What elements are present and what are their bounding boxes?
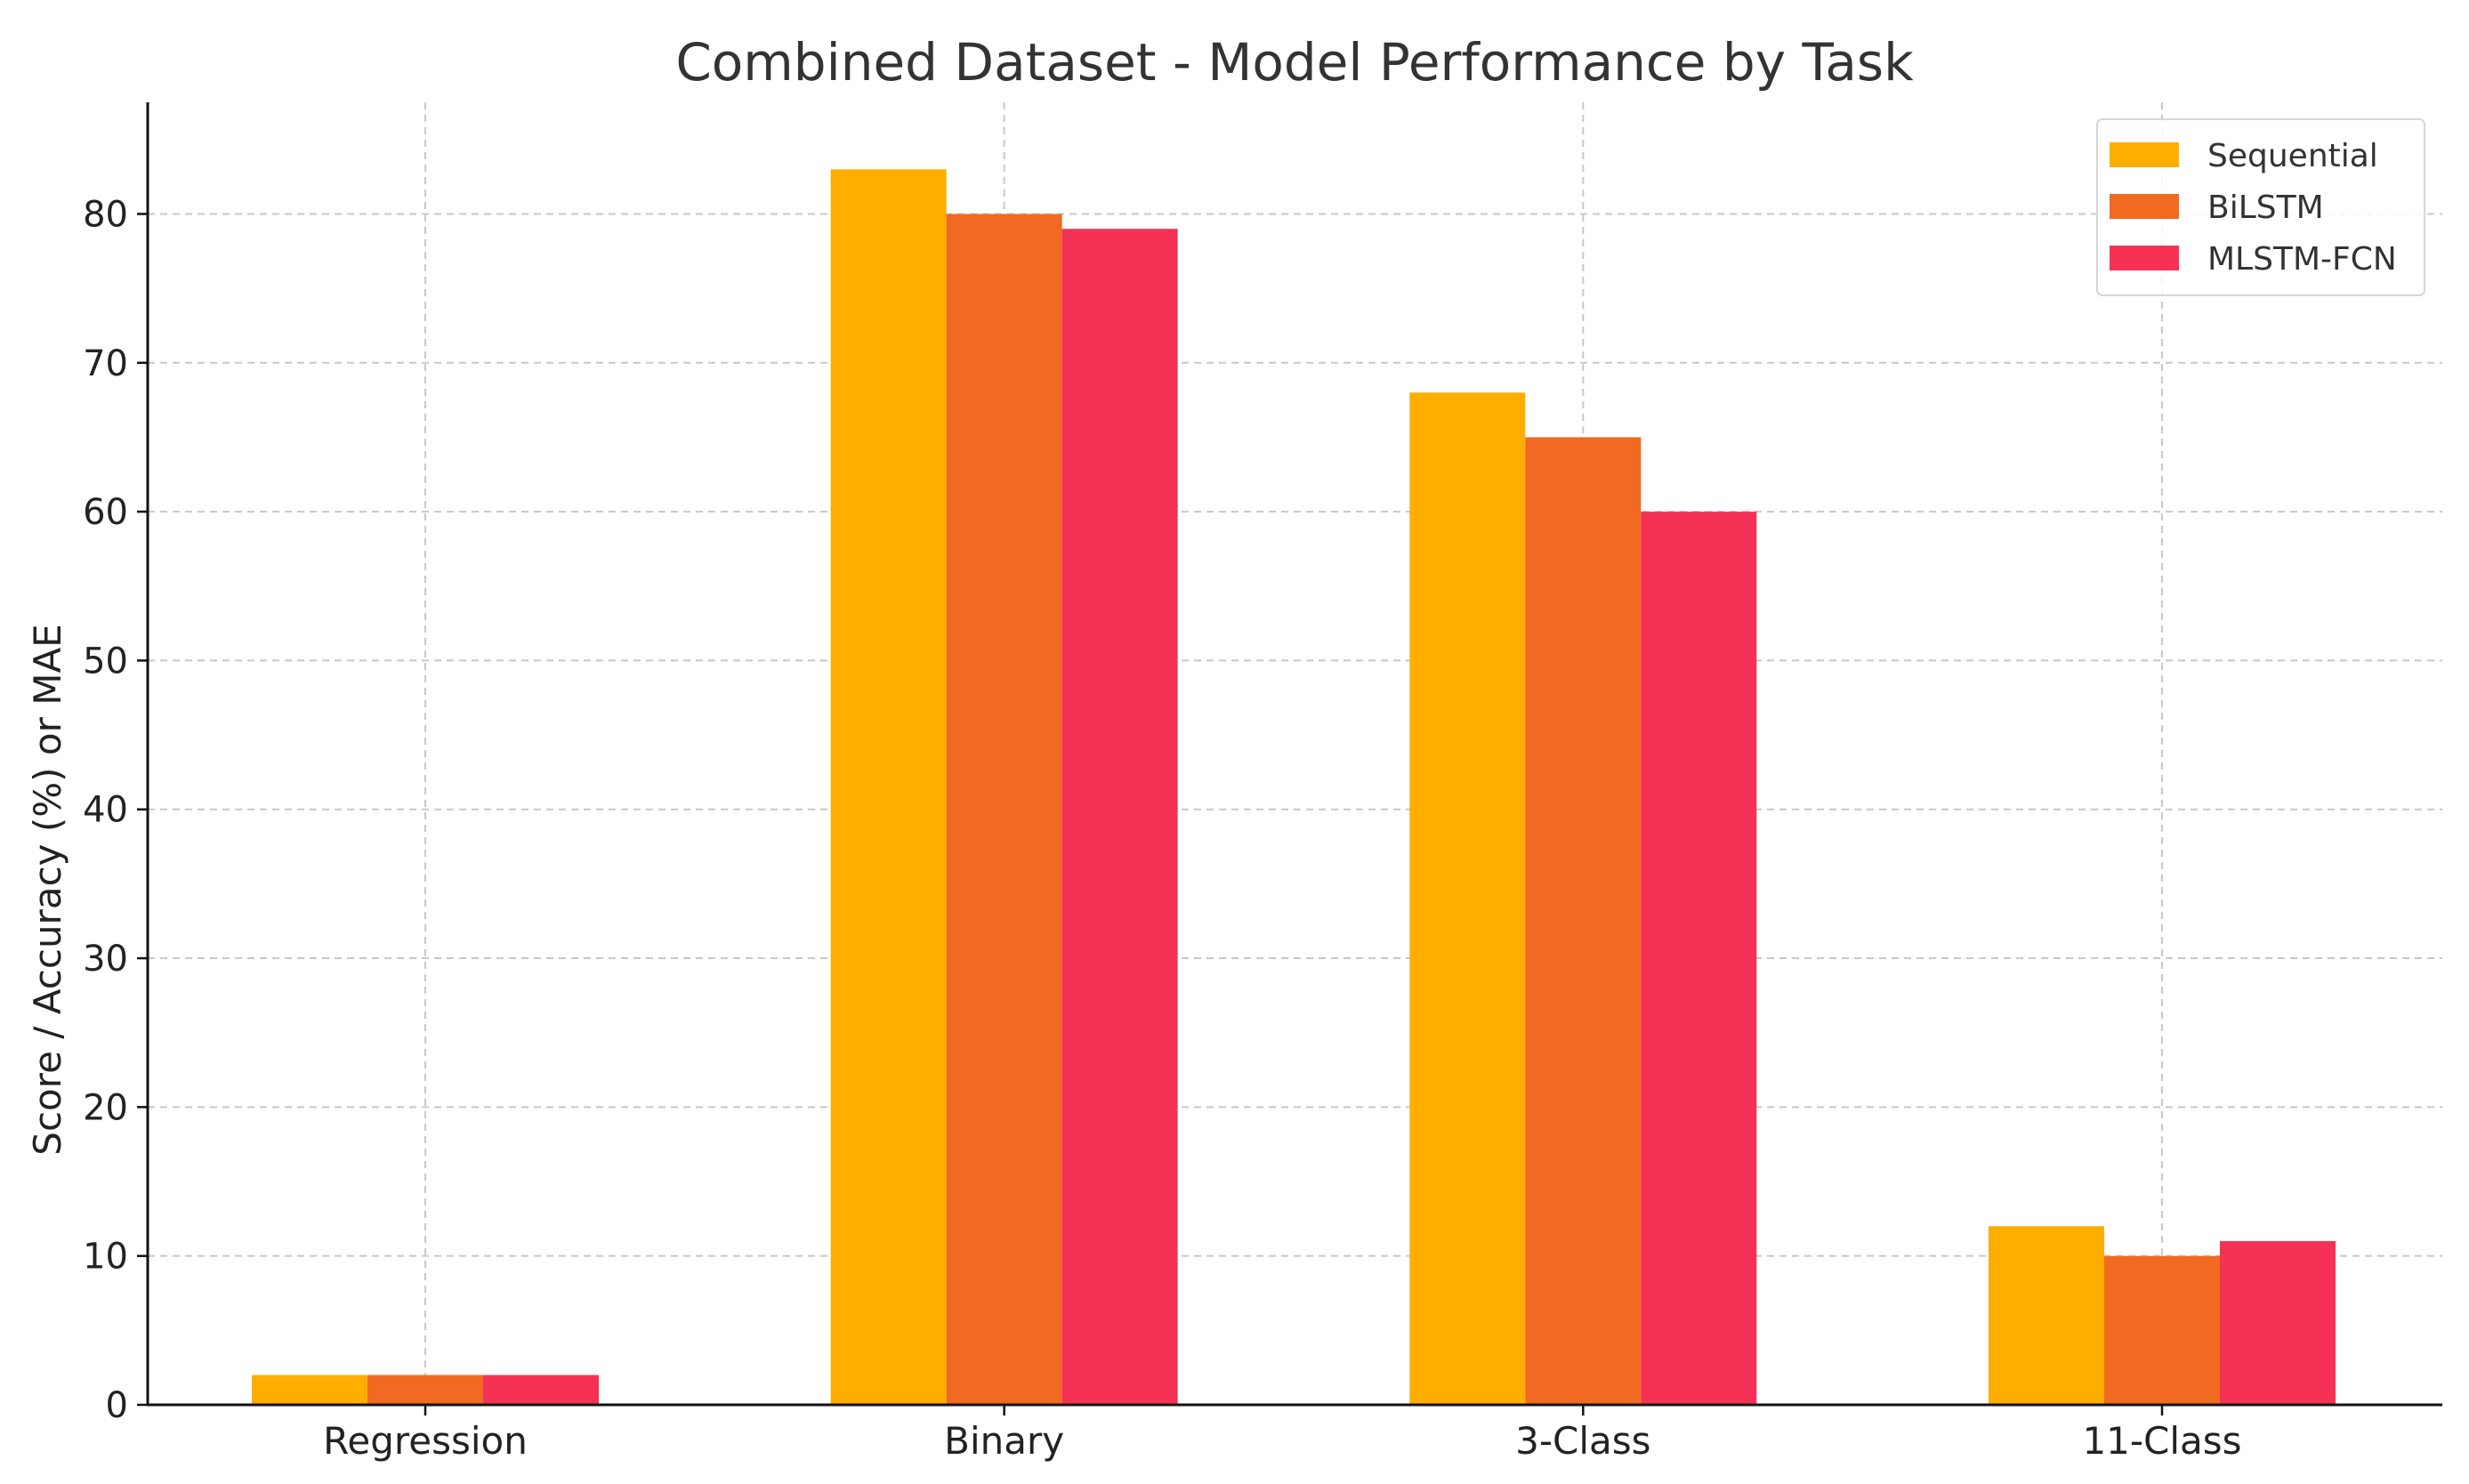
legend-label: MLSTM-FCN xyxy=(2207,241,2397,278)
bar xyxy=(2104,1255,2220,1405)
y-axis-label: Score / Accuracy (%) or MAE xyxy=(26,624,69,1155)
y-tick-label: 40 xyxy=(83,790,128,831)
y-tick-label: 50 xyxy=(83,641,128,682)
legend-swatch xyxy=(2110,142,2179,167)
bar xyxy=(367,1375,483,1405)
legend: Sequential BiLSTM MLSTM-FCN xyxy=(2096,118,2425,296)
bar xyxy=(1641,512,1757,1405)
bar xyxy=(483,1375,599,1405)
x-tick-label: 3-Class xyxy=(1515,1419,1650,1463)
y-tick-label: 0 xyxy=(106,1385,128,1426)
bar xyxy=(946,214,1062,1405)
x-tick-label: Regression xyxy=(323,1419,528,1463)
chart-title: Combined Dataset - Model Performance by … xyxy=(675,32,1914,93)
y-tick-label: 20 xyxy=(83,1087,128,1128)
bar xyxy=(2220,1240,2336,1405)
legend-label: BiLSTM xyxy=(2207,190,2324,226)
tick-labels: 0 10 20 30 40 50 60 70 80 Regression Binary 3-Class… xyxy=(83,194,2241,1463)
bar xyxy=(1061,229,1178,1405)
y-tick-label: 80 xyxy=(83,194,128,235)
x-tick-label: 11-Class xyxy=(2082,1419,2241,1463)
bar xyxy=(1525,437,1642,1405)
legend-swatch xyxy=(2110,246,2179,270)
x-tick-label: Binary xyxy=(944,1419,1064,1463)
bars xyxy=(252,169,2336,1406)
legend-swatch xyxy=(2110,194,2179,219)
bar xyxy=(830,169,947,1406)
legend-label: Sequential xyxy=(2207,138,2378,174)
bar xyxy=(252,1375,367,1405)
bar xyxy=(1989,1226,2104,1405)
axes xyxy=(137,102,2442,1415)
y-tick-label: 60 xyxy=(83,492,128,533)
y-tick-label: 30 xyxy=(83,939,128,980)
grid xyxy=(148,102,2442,1405)
y-tick-label: 10 xyxy=(83,1237,128,1278)
y-tick-label: 70 xyxy=(83,343,128,384)
bar xyxy=(1409,392,1526,1406)
